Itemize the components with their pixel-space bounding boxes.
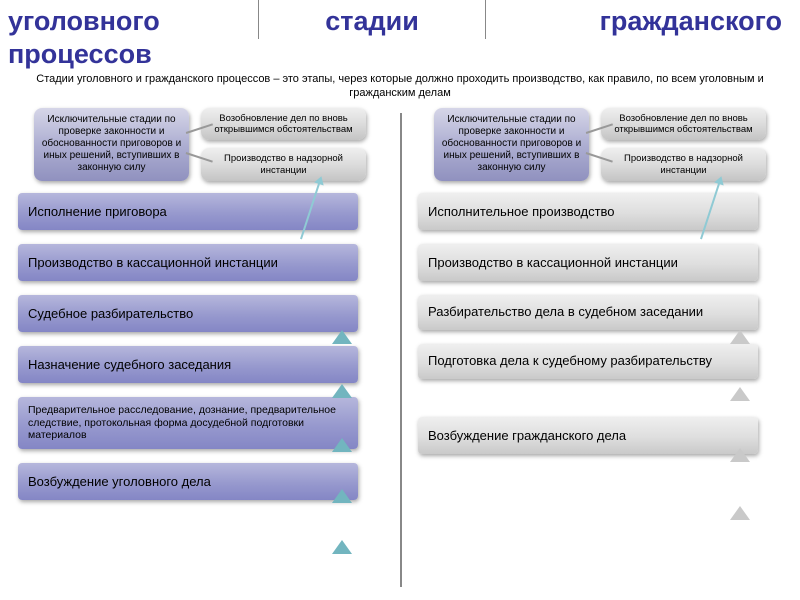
arrow-up-icon <box>332 540 352 554</box>
stage-box: Исполнение приговора <box>18 193 358 230</box>
right-aux-stack: Возобновление дел по вновь открывшимся о… <box>601 108 766 182</box>
criminal-column: Исключительные стадии по проверке законн… <box>0 104 400 518</box>
arrow-up-icon <box>730 387 750 401</box>
right-top-boxes: Исключительные стадии по проверке законн… <box>434 108 792 182</box>
stage-box: Производство в кассационной инстанции <box>418 244 758 281</box>
title-row: уголовного стадии гражданского <box>0 0 800 39</box>
stage-box: Предварительное расследование, дознание,… <box>18 397 358 449</box>
left-aux2: Производство в надзорной инстанции <box>201 148 366 181</box>
right-aux1: Возобновление дел по вновь открывшимся о… <box>601 108 766 141</box>
stage-box: Исполнительное производство <box>418 193 758 230</box>
arrow-up-icon <box>730 448 750 462</box>
stage-box: Возбуждение гражданского дела <box>418 417 758 454</box>
arrow-up-icon <box>730 506 750 520</box>
stage-box: Подготовка дела к судебному разбирательс… <box>418 344 758 379</box>
arrow-up-icon <box>332 330 352 344</box>
stage-box: Возбуждение уголовного дела <box>18 463 358 500</box>
left-aux1: Возобновление дел по вновь открывшимся о… <box>201 108 366 141</box>
stage-box: Назначение судебного заседания <box>18 346 358 383</box>
right-aux2: Производство в надзорной инстанции <box>601 148 766 181</box>
arrow-up-icon <box>730 330 750 344</box>
left-aux-stack: Возобновление дел по вновь открывшимся о… <box>201 108 366 182</box>
arrow-up-icon <box>332 438 352 452</box>
right-key-pill: Исключительные стадии по проверке законн… <box>434 108 589 182</box>
title-line2: процессов <box>0 39 800 72</box>
title-col1: уголовного <box>0 0 258 39</box>
left-top-boxes: Исключительные стадии по проверке законн… <box>34 108 392 182</box>
stage-box: Судебное разбирательство <box>18 295 358 332</box>
left-key-pill: Исключительные стадии по проверке законн… <box>34 108 189 182</box>
arrow-up-icon <box>332 384 352 398</box>
stage-box: Разбирательство дела в судебном заседани… <box>418 295 758 330</box>
title-col2: стадии <box>258 0 486 39</box>
subtitle: Стадии уголовного и гражданского процесс… <box>0 72 800 104</box>
stage-box: Производство в кассационной инстанции <box>18 244 358 281</box>
civil-column: Исключительные стадии по проверке законн… <box>400 104 800 518</box>
arrow-up-icon <box>332 489 352 503</box>
title-col3: гражданского <box>486 0 800 39</box>
columns: Исключительные стадии по проверке законн… <box>0 104 800 518</box>
